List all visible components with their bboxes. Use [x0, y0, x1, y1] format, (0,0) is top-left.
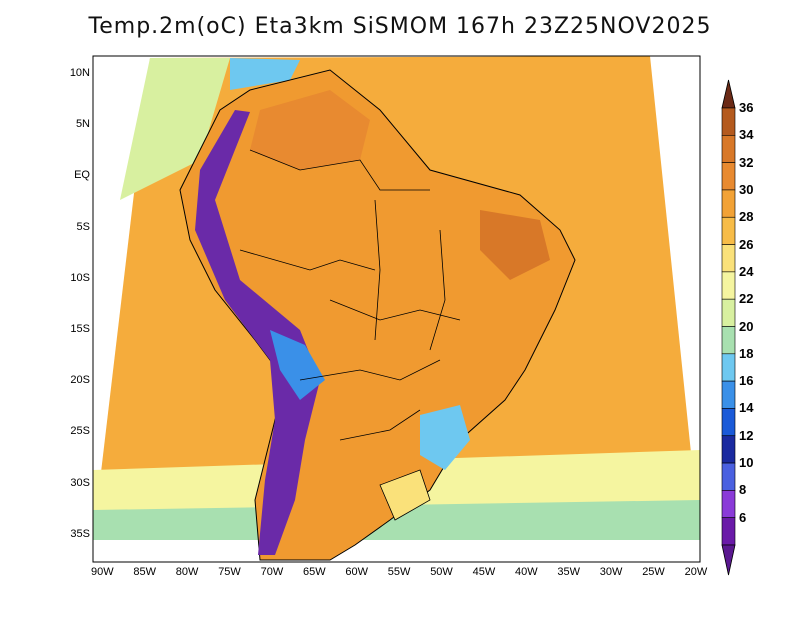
lon-label: 70W [260, 566, 284, 578]
lat-label: 20S [70, 374, 90, 387]
lon-label: 45W [472, 566, 496, 578]
lon-label: 55W [387, 566, 411, 578]
colorbar-label: 28 [739, 209, 754, 225]
colorbar-swatch [721, 244, 736, 273]
colorbar-label: 26 [739, 236, 754, 252]
colorbar-swatch [721, 107, 736, 136]
colorbar-swatch [721, 380, 736, 409]
colorbar-bottom-arrow [721, 544, 736, 576]
lon-label: 20W [684, 566, 708, 578]
lon-label: 25W [642, 566, 665, 578]
northwest-ocean-cool [120, 58, 230, 200]
colorbar-swatch [721, 216, 736, 245]
colorbar-swatch [721, 298, 736, 327]
lat-label: 10S [70, 271, 90, 284]
lat-label: 25S [70, 425, 90, 438]
colorbar-label: 24 [739, 263, 754, 279]
colorbar-swatch [721, 162, 736, 191]
lat-label: 5N [75, 118, 90, 131]
colorbar-swatch [721, 435, 736, 464]
colorbar [721, 79, 736, 576]
colorbar-label: 32 [739, 154, 754, 170]
colorbar-swatch [721, 135, 736, 163]
andes-cold-strip [195, 110, 320, 555]
map-title: Temp.2m(oC) Eta3km SiSMOM 167h 23Z25NOV2… [88, 14, 712, 39]
lon-label: 50W [430, 566, 453, 578]
colorbar-label: 30 [739, 181, 754, 197]
colorbar-label: 6 [739, 509, 747, 525]
lon-label: 35W [557, 566, 581, 578]
colorbar-label: 14 [739, 400, 754, 416]
lon-label: 30W [599, 566, 623, 578]
colorbar-swatch [721, 353, 736, 382]
uruguay-region [379, 469, 431, 521]
colorbar-label: 10 [739, 455, 754, 471]
lon-label: 90W [91, 566, 114, 578]
lat-label: 5S [76, 220, 90, 233]
colorbar-swatch [721, 462, 736, 491]
colorbar-label: 18 [739, 345, 754, 361]
amazon-hot-region [250, 90, 370, 170]
northeast-hot-region [480, 210, 550, 280]
lat-label: EQ [74, 169, 90, 182]
lon-label: 85W [133, 566, 157, 578]
lat-label: 35S [70, 527, 90, 540]
colorbar-swatch [721, 490, 736, 518]
lon-label: 60W [345, 566, 369, 578]
colorbar-top-arrow [721, 79, 736, 109]
lon-label: 40W [515, 566, 538, 578]
colorbar-label: 36 [739, 100, 754, 115]
colorbar-label: 20 [739, 318, 754, 334]
lon-label: 75W [218, 566, 241, 578]
andes-blue-edge [270, 330, 325, 400]
map-frame [92, 55, 701, 563]
lat-label: 10N [69, 67, 90, 79]
north-caribbean [230, 58, 300, 90]
colorbar-label: 22 [739, 291, 754, 307]
political-borders [239, 149, 461, 441]
colorbar-label: 12 [739, 427, 754, 443]
colorbar-swatch [721, 326, 736, 355]
south-brazil-cool [420, 405, 470, 470]
southern-ocean-colder [93, 500, 700, 540]
colorbar-label: 16 [739, 373, 754, 389]
colorbar-swatch [721, 408, 736, 437]
colorbar-label: 34 [739, 127, 754, 143]
lat-label: 15S [70, 323, 90, 335]
lat-label: 30S [70, 476, 90, 489]
colorbar-swatch [721, 517, 736, 546]
lon-label: 65W [303, 566, 326, 578]
colorbar-swatch [721, 189, 736, 218]
colorbar-label: 8 [739, 482, 747, 498]
colorbar-swatch [721, 271, 736, 300]
lon-label: 80W [175, 566, 199, 578]
